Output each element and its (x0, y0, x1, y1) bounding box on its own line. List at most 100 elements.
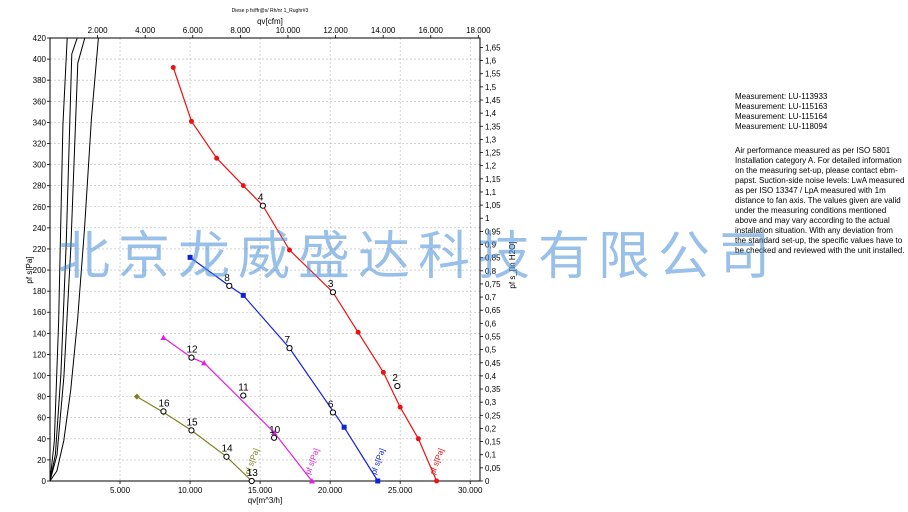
fan-curve-point (271, 429, 278, 435)
measurement-line: Measurement: LU-118094 (735, 122, 828, 131)
y2-tick-label: 1,5 (485, 83, 497, 92)
fan-curve-point (240, 292, 246, 298)
y2-tick-label: 0,1 (485, 451, 497, 460)
y2-tick-label: 0,9 (485, 241, 497, 250)
y-tick-label: 360 (33, 97, 47, 106)
y2-tick-label: 1,1 (485, 188, 497, 197)
y-tick-label: 20 (37, 456, 46, 465)
x2-tick-label: 4.000 (135, 26, 156, 35)
x2-tick-label: 6.000 (183, 26, 204, 35)
x-tick-label: 20.000 (318, 486, 343, 495)
measurement-line: Measurement: LU-115163 (735, 102, 828, 111)
y-tick-label: 220 (33, 245, 47, 254)
y2-tick-label: 1,65 (485, 43, 501, 52)
y2-tick-label: 0,35 (485, 385, 501, 394)
y2-tick-label: 0,4 (485, 372, 497, 381)
y2-tick-label: 0,95 (485, 227, 501, 236)
operating-point-label: 6 (328, 399, 334, 410)
fan-curve-point (160, 334, 167, 341)
y-tick-label: 160 (33, 308, 47, 317)
x2-tick-label: 10.000 (276, 26, 301, 35)
y2-tick-label: 1,45 (485, 96, 501, 105)
y-tick-label: 300 (33, 161, 47, 170)
y2-tick-label: 0,75 (485, 280, 501, 289)
x2-tick-label: 8.000 (230, 26, 251, 35)
y2-tick-label: 0,8 (485, 267, 497, 276)
operating-point-label: 4 (258, 193, 264, 204)
operating-point-marker (188, 354, 195, 361)
operating-point-marker (271, 434, 278, 441)
measurement-notes: Measurement: LU-113933 Measurement: LU-1… (735, 92, 905, 256)
x2-tick-label: 18.000 (466, 26, 491, 35)
system-curve-line (49, 37, 465, 482)
fan-curve-point (287, 247, 293, 253)
y-tick-label: 60 (37, 414, 46, 423)
y2-tick-label: 1,3 (485, 135, 497, 144)
fan-curve-point (187, 254, 193, 260)
y-tick-label: 100 (33, 372, 47, 381)
y-tick-label: 120 (33, 350, 47, 359)
y-tick-label: 380 (33, 76, 47, 85)
x2-tick-label: 12.000 (323, 26, 348, 35)
fan-curve-line (189, 256, 379, 482)
operating-point-label: 10 (269, 425, 281, 436)
y2-tick-label: 1,2 (485, 162, 497, 171)
y2-tick-label: 0,05 (485, 464, 501, 473)
y2-tick-label: 1,15 (485, 175, 501, 184)
chart-grid (50, 38, 480, 481)
axis-ticks: 0204060801001201401601802002202402602803… (33, 26, 501, 495)
y-tick-label: 180 (33, 287, 47, 296)
fan-curve-tag: pf s[Pa] (303, 447, 321, 476)
fan-curve-point (434, 478, 440, 484)
y2-axis-label: pf s_[In H2O] (508, 241, 517, 288)
operating-point-marker (226, 282, 233, 289)
fan-curve-line (172, 67, 438, 482)
operating-point-label: 15 (186, 417, 198, 428)
y-tick-label: 340 (33, 118, 47, 127)
fan-curve-point (133, 393, 140, 400)
chart-title: Diese p fs/ffr@s/ Rh/nr 1_Rughr#3 (232, 8, 309, 14)
operating-point-marker (223, 453, 230, 460)
y2-tick-label: 0 (485, 477, 490, 486)
operating-point-label: 11 (238, 383, 249, 394)
y2-tick-label: 0,7 (485, 293, 497, 302)
y2-tick-label: 0,85 (485, 254, 501, 263)
fan-curve-point (355, 329, 361, 335)
y2-tick-label: 0,55 (485, 332, 501, 341)
y2-tick-label: 0,2 (485, 424, 497, 433)
y-tick-label: 320 (33, 139, 47, 148)
y-tick-label: 240 (33, 224, 47, 233)
y2-tick-label: 0,25 (485, 411, 501, 420)
fan-curve-point (240, 183, 246, 189)
watermark-text: 北京龙威盛达科技有限公司 (58, 227, 779, 287)
fan-curve-point (341, 424, 347, 430)
operating-point-label: 13 (247, 468, 259, 479)
x-tick-label: 5.000 (110, 486, 131, 495)
operating-point-label: 12 (186, 345, 198, 356)
operating-point-marker (160, 408, 167, 415)
operating-point-label: 2 (392, 373, 398, 384)
y2-tick-label: 0,65 (485, 306, 501, 315)
x-axis-label: qv[m^3/h] (248, 496, 282, 505)
y2-tick-label: 0,45 (485, 359, 501, 368)
x-tick-label: 30.000 (458, 486, 483, 495)
y-tick-label: 200 (33, 266, 47, 275)
operating-point-label: 14 (221, 444, 233, 455)
x2-tick-label: 14.000 (371, 26, 396, 35)
fan-curve-point (170, 65, 176, 71)
fan-curve-line (163, 337, 313, 482)
x2-tick-label: 2.000 (88, 26, 109, 35)
x-tick-label: 15.000 (248, 486, 273, 495)
fan-curve-point (415, 436, 421, 442)
y2-tick-label: 1,55 (485, 70, 501, 79)
operating-point-marker (329, 409, 337, 416)
fan-curve-point (214, 155, 220, 161)
operating-point-marker (259, 202, 266, 209)
y2-tick-label: 0,15 (485, 438, 501, 447)
operating-point-marker (286, 345, 293, 352)
y2-tick-label: 1,35 (485, 122, 501, 131)
system-curves (49, 37, 468, 482)
y2-tick-label: 1,05 (485, 201, 501, 210)
operating-point-label: 7 (285, 335, 291, 346)
